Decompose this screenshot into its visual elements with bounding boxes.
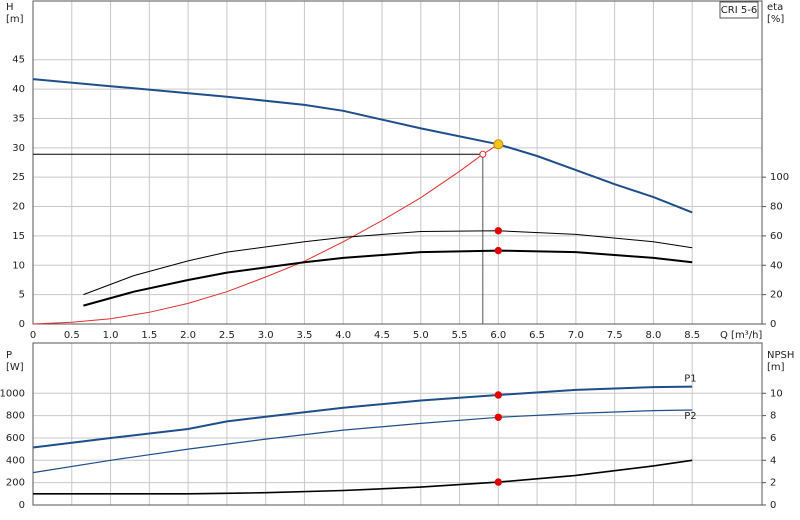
y-tick-label: 600 bbox=[6, 433, 25, 444]
curve bbox=[83, 249, 693, 307]
y2-axis-unit: [m] bbox=[767, 362, 785, 373]
x-tick-label: 6.0 bbox=[490, 330, 506, 341]
y2-tick-label: 0 bbox=[770, 319, 776, 330]
y-tick-label: 10 bbox=[12, 260, 25, 271]
y-tick-label: 20 bbox=[12, 202, 25, 213]
x-tick-label: 7.5 bbox=[607, 330, 623, 341]
y-axis-label: P bbox=[6, 350, 12, 361]
marker bbox=[493, 139, 504, 150]
y-tick-label: 0 bbox=[19, 500, 25, 511]
marker bbox=[494, 391, 503, 399]
y2-tick-label: 10 bbox=[770, 388, 783, 399]
y-tick-label: 40 bbox=[12, 84, 25, 95]
y-tick-label: 400 bbox=[6, 455, 25, 466]
x-tick-label: 2.0 bbox=[180, 330, 196, 341]
y2-axis-label: eta bbox=[767, 2, 783, 13]
y-tick-label: 25 bbox=[12, 172, 25, 183]
x-tick-label: 7.0 bbox=[568, 330, 584, 341]
x-tick-label: 0.5 bbox=[64, 330, 80, 341]
y2-axis-unit: [%] bbox=[767, 14, 784, 25]
y2-tick-label: 40 bbox=[770, 260, 783, 271]
y2-tick-label: 2 bbox=[770, 478, 776, 489]
x-tick-label: 0 bbox=[30, 330, 36, 341]
x-tick-label: 5.0 bbox=[413, 330, 429, 341]
plot-frame bbox=[32, 0, 763, 325]
x-tick-label: 5.5 bbox=[452, 330, 468, 341]
y-tick-label: 800 bbox=[6, 411, 25, 422]
model-label: CRI 5-6 bbox=[721, 5, 757, 16]
y-tick-label: 0 bbox=[19, 319, 25, 330]
y-tick-label: 5 bbox=[19, 290, 25, 301]
y2-tick-label: 100 bbox=[770, 172, 789, 183]
x-tick-label: 2.5 bbox=[219, 330, 235, 341]
y-tick-label: 15 bbox=[12, 231, 25, 242]
reference-point bbox=[479, 150, 487, 158]
curve bbox=[83, 230, 693, 296]
model-box bbox=[719, 1, 759, 19]
y-axis-label: H bbox=[6, 2, 14, 13]
y-tick-label: 45 bbox=[12, 55, 25, 66]
y-axis-unit: [m] bbox=[6, 14, 24, 25]
curve bbox=[33, 459, 693, 495]
x-tick-label: 4.0 bbox=[335, 330, 351, 341]
x-tick-label: 4.5 bbox=[374, 330, 390, 341]
y-axis-unit: [W] bbox=[6, 362, 24, 373]
marker bbox=[494, 227, 503, 235]
plot-frame bbox=[32, 342, 763, 506]
curve-label: P1 bbox=[684, 374, 696, 385]
curve bbox=[32, 78, 693, 214]
marker bbox=[494, 413, 503, 421]
x-tick-label: 8.5 bbox=[684, 330, 700, 341]
y2-tick-label: 4 bbox=[770, 455, 776, 466]
y2-tick-label: 8 bbox=[770, 411, 776, 422]
x-tick-label: 1.0 bbox=[103, 330, 119, 341]
marker bbox=[494, 246, 503, 255]
y2-axis-label: NPSH bbox=[767, 350, 794, 361]
x-tick-label: 3.0 bbox=[258, 330, 274, 341]
y-tick-label: 200 bbox=[6, 478, 25, 489]
curve bbox=[32, 143, 499, 325]
y2-tick-label: 6 bbox=[770, 433, 776, 444]
y2-tick-label: 60 bbox=[770, 231, 783, 242]
curve bbox=[32, 385, 693, 449]
y2-tick-label: 20 bbox=[770, 290, 783, 301]
marker bbox=[494, 478, 503, 486]
x-tick-label: 6.5 bbox=[529, 330, 545, 341]
x-tick-label: 1.5 bbox=[141, 330, 157, 341]
curve-label: P2 bbox=[684, 411, 696, 422]
y2-tick-label: 80 bbox=[770, 202, 783, 213]
y2-tick-label: 0 bbox=[770, 500, 776, 511]
y-tick-label: 1000 bbox=[0, 388, 25, 399]
x-tick-label: 8.0 bbox=[645, 330, 661, 341]
curve bbox=[32, 409, 693, 474]
x-tick-label: 3.5 bbox=[296, 330, 312, 341]
y-tick-label: 30 bbox=[12, 143, 25, 154]
y-tick-label: 35 bbox=[12, 113, 25, 124]
x-axis-label: Q [m³/h] bbox=[720, 330, 762, 341]
